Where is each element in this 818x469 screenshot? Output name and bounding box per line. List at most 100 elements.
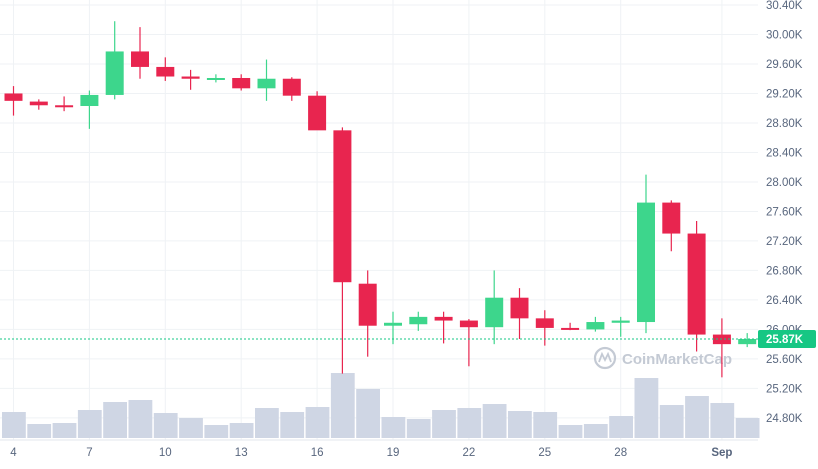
coinmarketcap-logo-icon [593, 346, 617, 370]
candle-body [738, 338, 757, 345]
candle [409, 311, 428, 331]
volume-bar [179, 418, 203, 438]
volume-bar [406, 419, 431, 438]
volume-bar [659, 405, 684, 438]
candle [586, 316, 605, 332]
volume-bar [153, 413, 178, 438]
volume-bar [457, 408, 482, 438]
volume-bar [255, 408, 279, 438]
watermark: CoinMarketCap [593, 346, 732, 370]
x-tick-label: 4 [10, 447, 17, 459]
candle [561, 322, 580, 331]
y-tick-label: 25.60K [766, 354, 803, 366]
coinmarketcap-logo-wave-icon [598, 351, 612, 363]
candle [4, 86, 23, 116]
candle [55, 96, 74, 112]
candle [156, 57, 175, 81]
candle-body [586, 322, 605, 330]
candle [232, 74, 251, 91]
volume-bar [2, 412, 26, 438]
candle-body [4, 93, 23, 101]
volume-bar [583, 424, 608, 438]
x-tick-label: 7 [86, 447, 92, 459]
candle [434, 311, 453, 344]
y-tick-label: 24.80K [766, 413, 803, 425]
candle-body [156, 66, 175, 77]
candle [485, 270, 504, 345]
current-price-tag-bg [758, 329, 816, 348]
volume-bar [558, 425, 583, 438]
candle-body [434, 316, 453, 321]
candle [257, 59, 276, 101]
volume-bar [634, 378, 659, 438]
y-tick-label: 25.20K [766, 383, 803, 395]
volume-bar [330, 373, 355, 438]
candle [662, 200, 681, 252]
candle [206, 74, 225, 83]
y-tick-label: 30.00K [766, 29, 803, 41]
candle [611, 316, 630, 337]
candle [459, 319, 478, 367]
candle-body [409, 316, 428, 325]
y-tick-label: 28.40K [766, 147, 803, 159]
x-tick-label: 13 [235, 447, 248, 459]
volume-bar [356, 389, 380, 438]
volume-bar [381, 417, 406, 438]
candle-body [206, 77, 225, 80]
volume-bar [52, 423, 77, 438]
watermark-text: CoinMarketCap [622, 351, 732, 368]
y-tick-label: 28.80K [766, 118, 803, 130]
candle [282, 77, 301, 101]
volume-bar [77, 410, 102, 438]
candle [535, 310, 554, 346]
x-tick-label: 22 [463, 447, 476, 459]
volume-bar [685, 396, 709, 438]
y-tick-label: 27.20K [766, 236, 803, 248]
volume-bar [280, 412, 305, 438]
volume-bar [735, 418, 760, 438]
candle [358, 270, 377, 357]
volume-bar [609, 416, 633, 438]
y-tick-label: 26.40K [766, 295, 803, 307]
candle-body [232, 77, 251, 89]
y-tick-label: 30.40K [766, 0, 803, 12]
candle-body [105, 51, 124, 95]
candle-body [687, 233, 706, 335]
candle [738, 333, 757, 348]
y-axis: 30.40K 30.00K 29.60K 29.20K 28.80K 28.40K 28.0… [766, 0, 803, 425]
volume-bar [103, 402, 127, 438]
candle-body [131, 51, 149, 67]
candle-body [535, 318, 554, 328]
x-tick-label: 19 [387, 447, 400, 459]
candle-body [358, 283, 377, 326]
candle-body [510, 297, 529, 319]
x-tick-label: 16 [311, 447, 324, 459]
candle [308, 91, 327, 131]
candles [4, 21, 757, 378]
current-price-label: 25.87K [766, 334, 804, 346]
volume-bars [2, 373, 760, 438]
candle-body [611, 320, 630, 323]
candle [333, 127, 352, 374]
candle-body [55, 105, 74, 108]
x-axis: 4 7 10 13 16 19 22 25 28 Sep [10, 447, 732, 459]
candle [687, 221, 706, 352]
candle-body [384, 322, 402, 326]
candle-body [29, 101, 48, 106]
volume-bar [305, 407, 330, 438]
y-tick-label: 29.60K [766, 59, 803, 71]
candle-body [485, 297, 504, 328]
candle-body [181, 76, 200, 79]
volume-bar [710, 403, 735, 438]
volume-bar [204, 425, 229, 438]
volume-bar [229, 423, 254, 438]
x-tick-label: Sep [711, 447, 732, 459]
x-tick-label: 25 [538, 447, 551, 459]
candle-body [80, 94, 99, 107]
candle-body [637, 202, 655, 323]
candle [105, 21, 124, 100]
y-tick-label: 26.80K [766, 265, 803, 277]
y-tick-label: 29.20K [766, 88, 803, 100]
volume-bar [508, 411, 532, 438]
